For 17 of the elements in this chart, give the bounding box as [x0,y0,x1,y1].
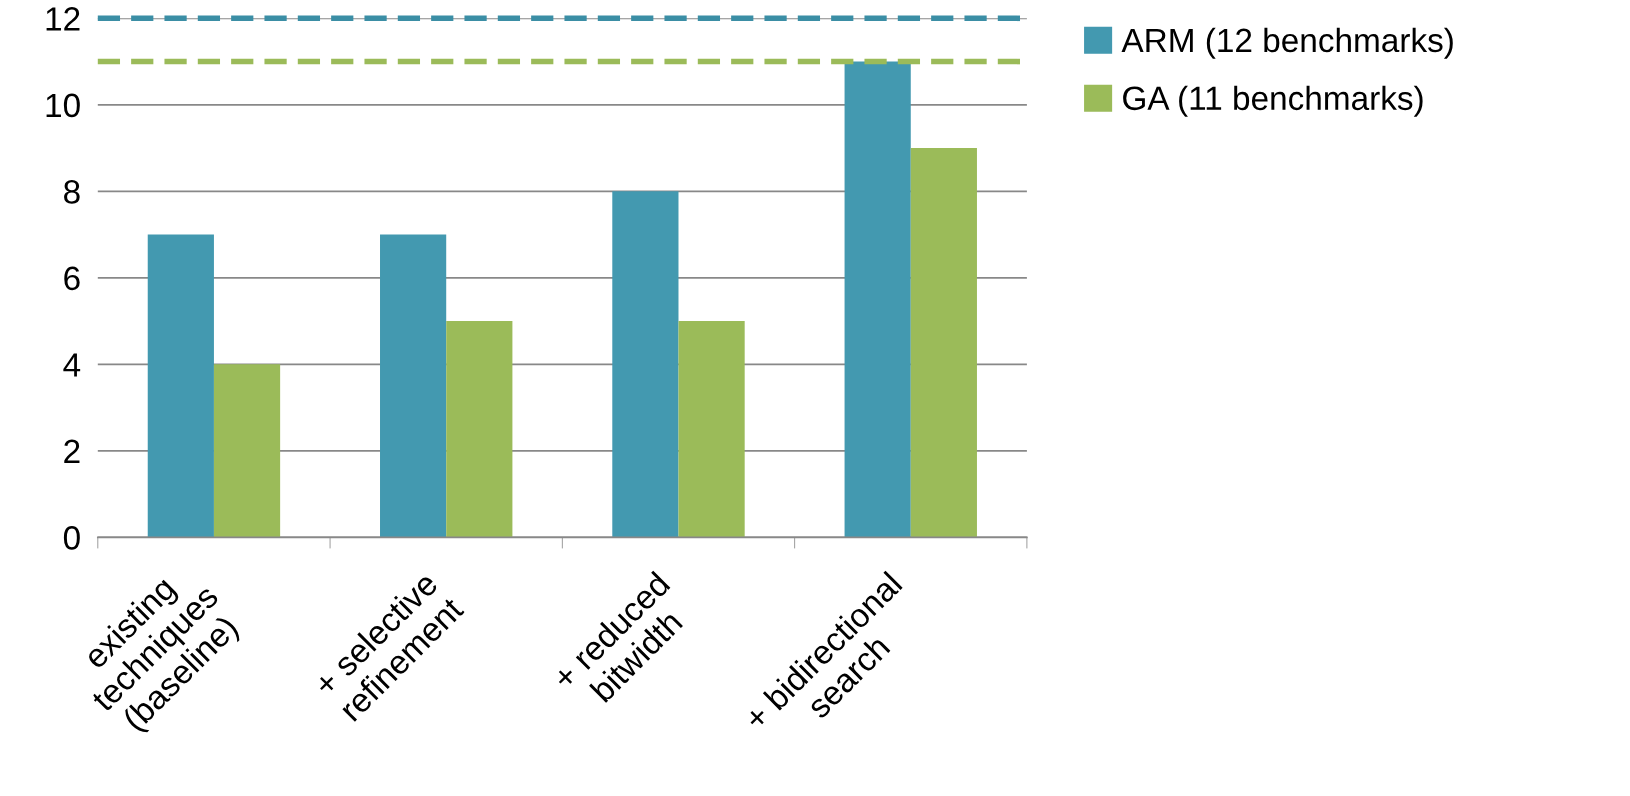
y-tick-label: 0 [63,526,80,550]
legend-label: ARM (12 benchmarks) [1121,27,1453,59]
bar [612,191,679,538]
bar [380,234,447,538]
y-tick-label: 8 [64,180,80,204]
y-tick-label: 12 [46,7,80,31]
y-tick-label: 10 [46,93,80,118]
bar [910,148,977,538]
legend-label: GA (11 benchmarks) [1123,85,1423,117]
bar [147,234,214,538]
y-tick-label: 6 [64,266,80,291]
bar [446,321,513,538]
bar [844,61,911,538]
bar [678,321,745,538]
y-tick-label: 2 [64,439,80,463]
bar [213,364,281,538]
y-tick-label: 4 [63,353,81,377]
